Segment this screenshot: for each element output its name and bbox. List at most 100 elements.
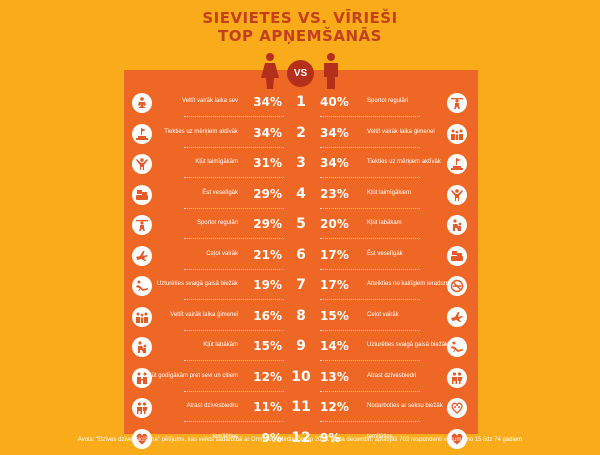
family-icon (132, 306, 152, 327)
goal-flag-icon (132, 123, 152, 144)
rank-number: 2 (296, 124, 306, 141)
weightlifting-icon (132, 215, 152, 235)
ranking-row: Kļūt labākām 15% 9 14% Uzturēties svaigā gai… (124, 332, 478, 363)
men-percentage: 34% (320, 156, 349, 170)
men-percentage: 20% (320, 217, 349, 231)
row-divider (320, 421, 420, 422)
women-goal-label: Veltīt vairāk laika ģimenei (170, 311, 238, 318)
rank-number: 4 (296, 185, 306, 202)
row-divider (320, 299, 420, 300)
men-percentage: 17% (320, 278, 349, 292)
ranking-row: Atrast dzīvesbiedru 11% 11 12% Nodarboties a… (124, 393, 478, 424)
source-note: Avots: "Dzīves dzīvesaicīšana" pētījums,… (77, 437, 523, 443)
men-goal-label: Tiekties uz mērķiem aktīvāk (367, 159, 441, 165)
men-percentage: 40% (320, 95, 349, 109)
men-percentage: 9% (320, 430, 341, 445)
rank-number: 9 (296, 338, 306, 354)
ranking-row: Ceļot vairāk 21% 6 17% Ēst veselīgāk (124, 241, 478, 272)
rank-number: 5 (296, 216, 306, 232)
women-percentage: 34% (253, 125, 282, 140)
women-percentage: 34% (253, 95, 282, 109)
rank-number: 10 (291, 368, 311, 385)
row-divider (320, 360, 420, 361)
women-goal-label: Iemīlēties (212, 433, 238, 440)
rank-number: 7 (296, 277, 306, 293)
rank-number: 12 (291, 429, 311, 446)
men-goal-label: Sportot regulāri (367, 98, 409, 104)
men-goal-label: Kļūt laimīgākiem (367, 189, 412, 196)
title-line-2: TOP APŅEMŠANĀS (218, 27, 382, 45)
row-divider (320, 329, 420, 331)
man-figure-icon (324, 53, 338, 89)
helping-icon (447, 215, 467, 235)
row-divider (320, 390, 420, 392)
women-percentage: 29% (253, 186, 282, 201)
women-goal-label: Ēst veselīgāk (202, 189, 238, 196)
couple-icon (447, 367, 467, 388)
women-percentage: 15% (253, 339, 282, 353)
women-goal-label: Veltīt vairāk laika sev (181, 98, 238, 104)
weightlifting-icon (447, 93, 467, 113)
women-goal-label: Kļūt godīgākām pret sevi un citiem (146, 372, 238, 379)
men-percentage: 15% (320, 308, 349, 323)
vs-badge: VS (287, 60, 314, 87)
women-goal-label: Sportot regulāri (196, 220, 238, 226)
ranking-row: Veltīt vairāk laika sev 34% 1 40% Sportot re… (124, 88, 478, 119)
happy-person-icon (447, 184, 467, 205)
men-goal-label: Ceļot vairāk (367, 311, 399, 318)
airplane-icon (132, 245, 152, 266)
women-percentage: 21% (253, 247, 282, 262)
row-divider (184, 177, 284, 178)
heart-icon (132, 428, 152, 449)
rank-number: 3 (296, 155, 306, 171)
men-goal-label: Atrast dzīvesbiedri (367, 372, 417, 379)
ranking-row: Uzturēties svaigā gaisā biežāk 19% 7 17% Att… (124, 271, 478, 302)
men-percentage: 12% (320, 400, 349, 414)
row-divider (184, 360, 284, 361)
lounger-icon (132, 276, 152, 296)
meditation-icon (132, 93, 152, 113)
food-icon (132, 184, 152, 205)
row-divider (320, 146, 420, 148)
row-divider (320, 207, 420, 209)
ranking-row: Sportot regulāri 29% 5 20% Kļūt labākam (124, 210, 478, 241)
rank-number: 6 (296, 246, 306, 263)
honesty-icon (132, 367, 152, 388)
row-divider (184, 421, 284, 422)
women-goal-label: Uzturēties svaigā gaisā biežāk (156, 281, 238, 287)
women-goal-label: Kļūt laimīgākām (195, 159, 238, 165)
men-goal-label: Nodarboties ar seksu biežāk (367, 403, 443, 409)
food-icon (447, 245, 467, 266)
women-percentage: 29% (253, 217, 282, 231)
men-percentage: 14% (320, 339, 349, 353)
row-divider (320, 177, 420, 178)
family-icon (447, 123, 467, 144)
men-goal-label: Veltīt vairāk laika ģimenei (367, 128, 435, 135)
title-line-1: SIEVIETES VS. VĪRIEŠI (202, 9, 398, 27)
no-smoking-icon (447, 276, 467, 296)
row-divider (184, 238, 284, 239)
women-percentage: 31% (253, 156, 282, 170)
row-divider (184, 146, 284, 148)
intimacy-icon (447, 398, 467, 418)
lounger-icon (447, 337, 467, 357)
women-percentage: 19% (253, 278, 282, 292)
rank-number: 8 (296, 307, 306, 324)
row-divider (184, 116, 284, 117)
goal-flag-icon (447, 154, 467, 174)
men-goal-label: Uzturēties svaigā gaisā biežāk (367, 342, 449, 348)
men-percentage: 17% (320, 247, 349, 262)
row-divider (184, 299, 284, 300)
row-divider (320, 268, 420, 270)
women-goal-label: Tiekties uz mērķiem aktīvāk (164, 128, 238, 135)
men-goal-label: Atteikties no kaitīgiem ieradumiem (367, 281, 459, 287)
row-divider (184, 207, 284, 209)
ranking-row: Ēst veselīgāk 29% 4 23% Kļūt laimīgākiem (124, 180, 478, 211)
row-divider (320, 116, 420, 117)
men-percentage: 34% (320, 125, 349, 140)
rank-number: 1 (296, 94, 306, 110)
row-divider (184, 329, 284, 331)
women-goal-label: Ceļot vairāk (206, 250, 238, 257)
row-divider (184, 268, 284, 270)
women-percentage: 12% (253, 369, 282, 384)
